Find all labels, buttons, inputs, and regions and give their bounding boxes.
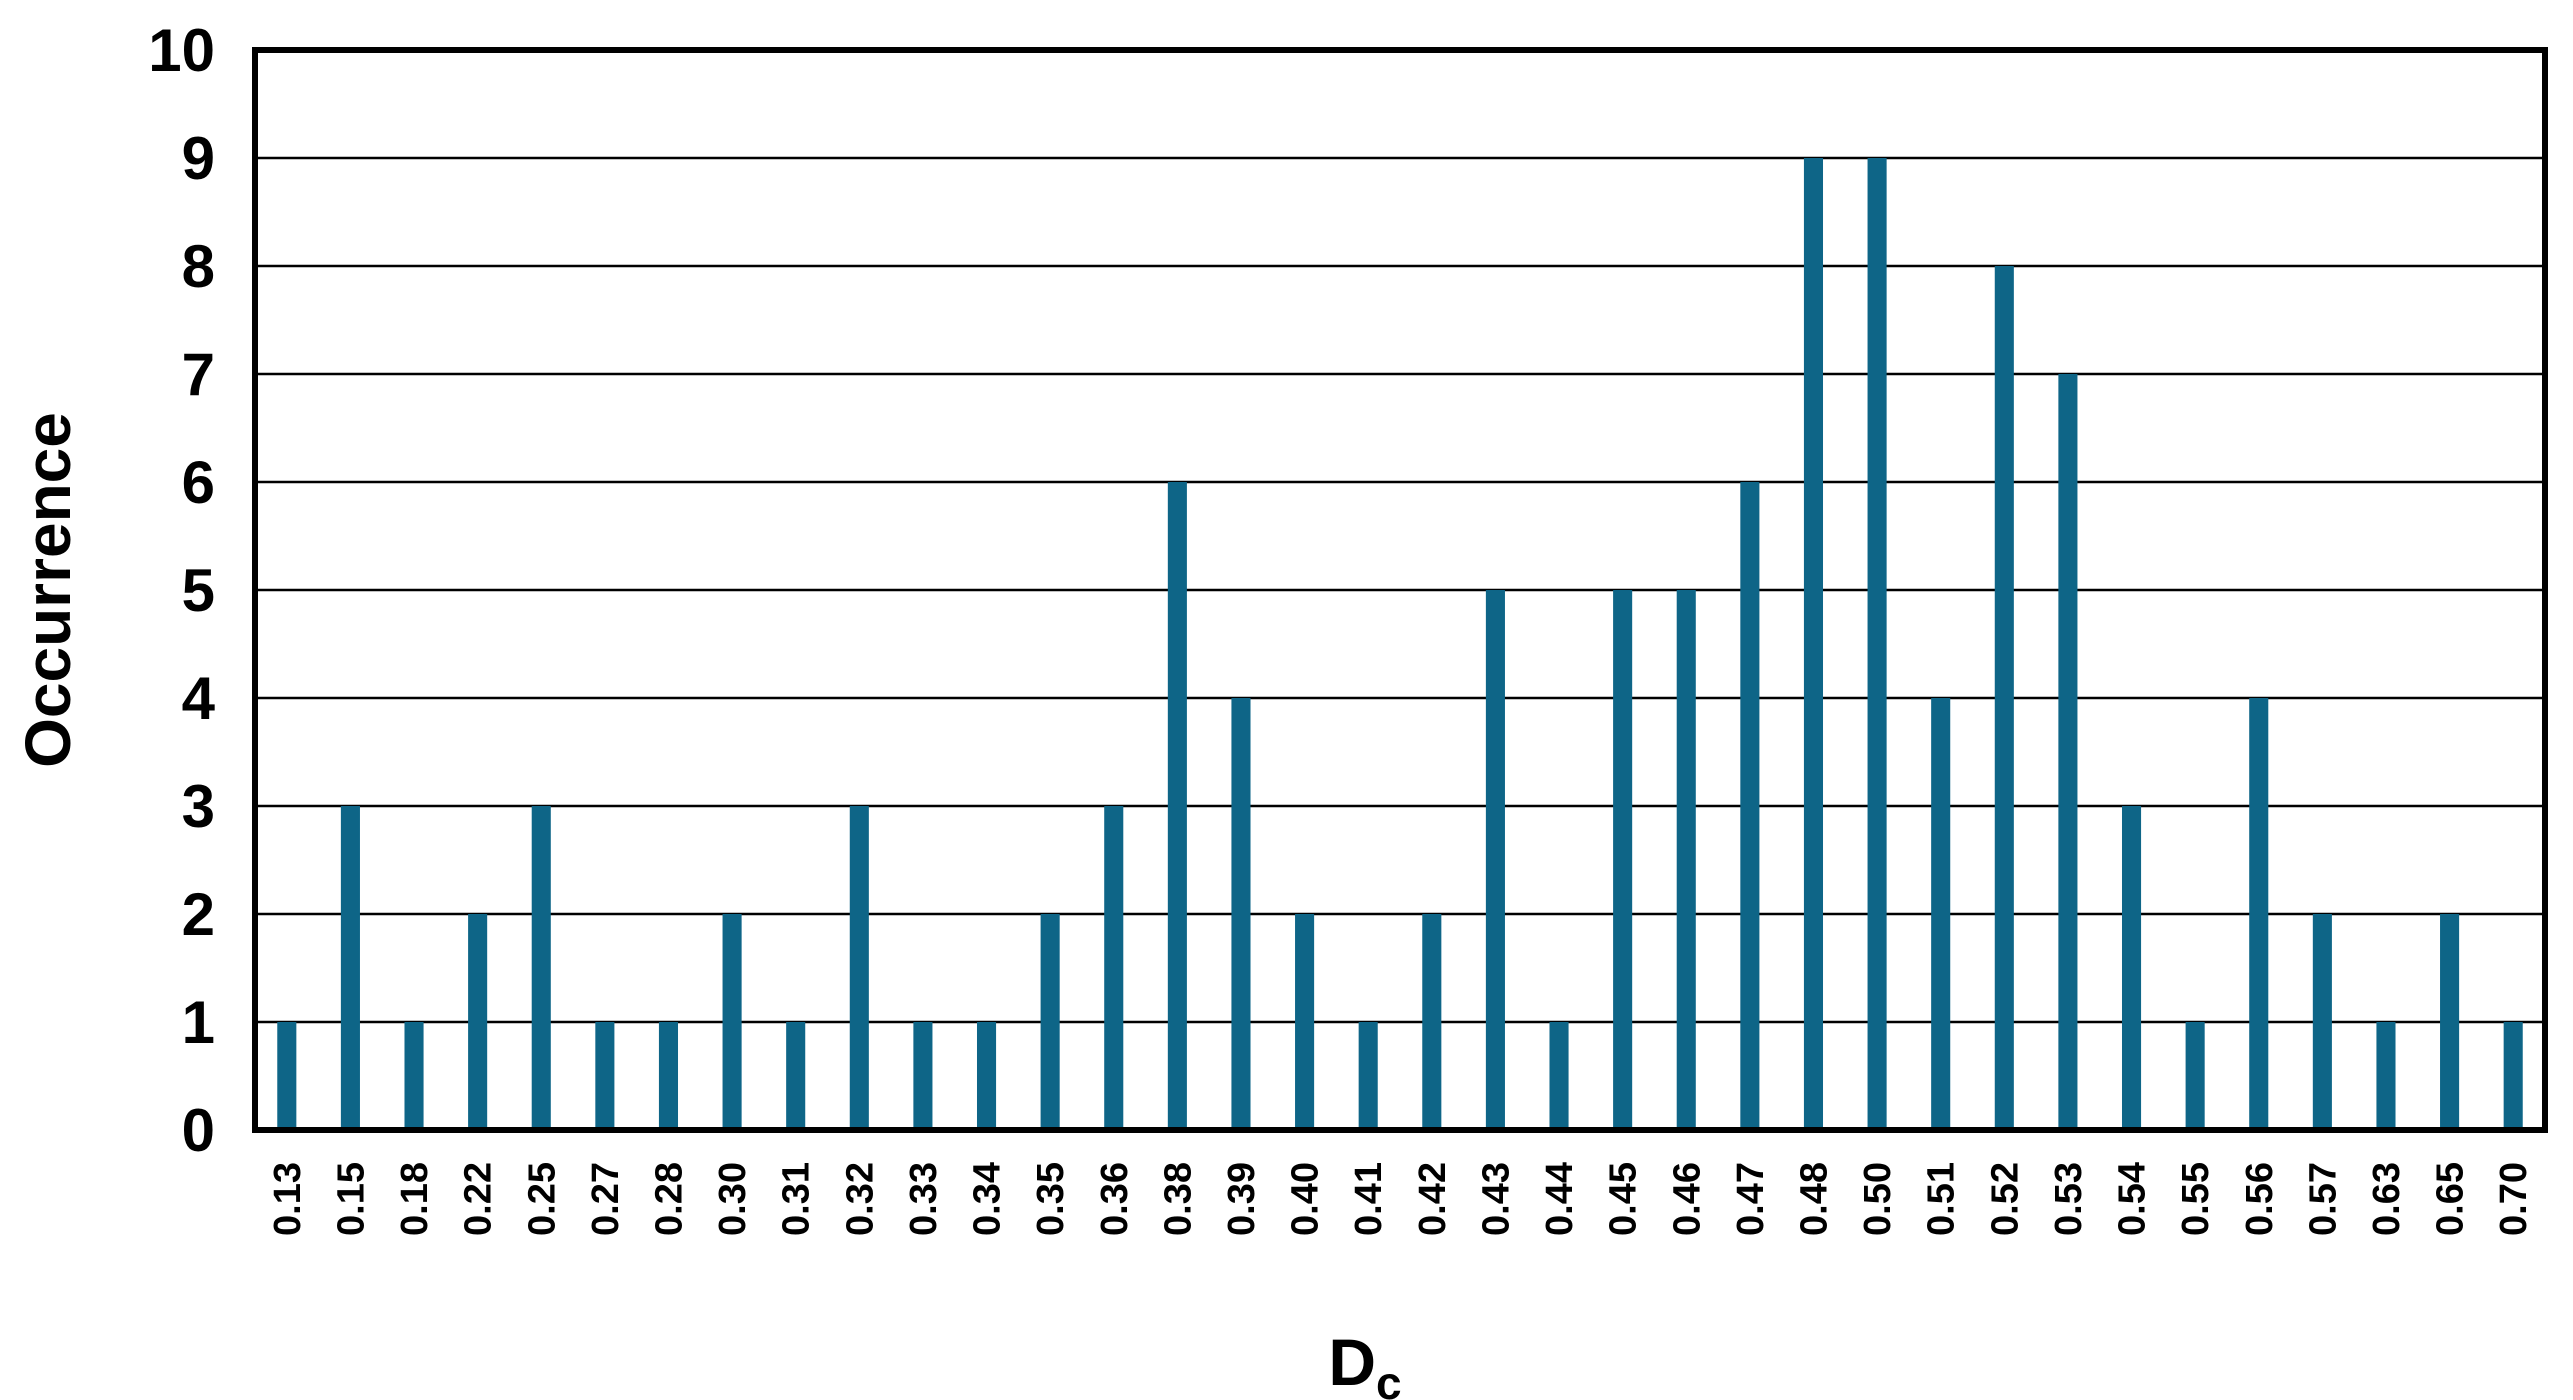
bar-0.44 bbox=[1549, 1022, 1569, 1130]
y-tick-label: 10 bbox=[148, 17, 215, 84]
bars bbox=[277, 158, 2523, 1130]
x-tick-label: 0.46 bbox=[1666, 1162, 1708, 1236]
bar-0.56 bbox=[2249, 698, 2269, 1130]
x-tick-label: 0.35 bbox=[1030, 1162, 1072, 1236]
bar-0.34 bbox=[976, 1022, 997, 1130]
x-tick-labels: 0.13 0.15 0.18 0.22 0.25 0.27 0.28 0.30 0.31 0.32… bbox=[267, 1162, 2535, 1236]
bar-0.27 bbox=[595, 1022, 615, 1130]
x-tick-label: 0.70 bbox=[2493, 1162, 2535, 1236]
x-tick-label: 0.15 bbox=[330, 1162, 372, 1236]
x-tick-label: 0.40 bbox=[1285, 1162, 1327, 1236]
bar-0.25 bbox=[531, 806, 551, 1130]
x-tick-label: 0.34 bbox=[967, 1162, 1009, 1236]
x-tick-label: 0.33 bbox=[903, 1162, 945, 1236]
gridlines bbox=[255, 156, 2545, 1024]
x-tick-label: 0.38 bbox=[1157, 1162, 1199, 1236]
x-tick-label: 0.48 bbox=[1793, 1162, 1835, 1236]
y-tick-label: 2 bbox=[182, 881, 215, 948]
x-tick-label: 0.18 bbox=[394, 1162, 436, 1236]
plot-frame bbox=[252, 47, 2548, 1133]
x-tick-label: 0.55 bbox=[2175, 1162, 2217, 1236]
x-tick-label: 0.43 bbox=[1475, 1162, 1517, 1236]
bar-0.50 bbox=[1867, 158, 1887, 1130]
x-tick-label: 0.51 bbox=[1921, 1162, 1963, 1236]
x-tick-label: 0.65 bbox=[2430, 1162, 2472, 1236]
bar-0.15 bbox=[340, 806, 360, 1130]
x-tick-label: 0.25 bbox=[521, 1162, 563, 1236]
bar-0.46 bbox=[1676, 590, 1696, 1130]
bar-0.52 bbox=[1994, 266, 2014, 1130]
x-tick-label: 0.45 bbox=[1603, 1162, 1645, 1236]
y-tick-label: 1 bbox=[182, 989, 215, 1056]
bar-0.47 bbox=[1740, 482, 1760, 1130]
x-axis-label-subscript: c bbox=[1376, 1357, 1402, 1400]
bar-0.43 bbox=[1485, 590, 1505, 1130]
bar-0.55 bbox=[2185, 1022, 2205, 1130]
bar-0.57 bbox=[2312, 914, 2332, 1130]
bar-0.53 bbox=[2058, 374, 2078, 1130]
bar-0.51 bbox=[1931, 698, 1951, 1130]
bar-0.65 bbox=[2440, 914, 2460, 1130]
bar-0.70 bbox=[2503, 1022, 2523, 1130]
y-tick-label: 4 bbox=[182, 665, 216, 732]
bar-0.39 bbox=[1231, 698, 1251, 1130]
y-tick-label: 8 bbox=[182, 233, 215, 300]
y-tick-label: 3 bbox=[182, 773, 215, 840]
y-tick-label: 9 bbox=[182, 125, 215, 192]
x-tick-label: 0.50 bbox=[1857, 1162, 1899, 1236]
y-tick-labels: 0 1 2 3 4 5 6 7 8 9 10 bbox=[148, 17, 215, 1164]
bar-0.35 bbox=[1040, 914, 1060, 1130]
x-tick-label: 0.44 bbox=[1539, 1162, 1581, 1236]
y-tick-label: 6 bbox=[182, 449, 215, 516]
bar-0.48 bbox=[1803, 158, 1824, 1130]
x-tick-label: 0.53 bbox=[2048, 1162, 2090, 1236]
bar-0.42 bbox=[1422, 914, 1442, 1130]
x-tick-label: 0.47 bbox=[1730, 1162, 1772, 1236]
x-tick-label: 0.32 bbox=[839, 1162, 881, 1236]
bar-0.32 bbox=[849, 806, 869, 1130]
bar-0.30 bbox=[722, 914, 742, 1130]
x-tick-label: 0.36 bbox=[1094, 1162, 1136, 1236]
bar-0.63 bbox=[2376, 1022, 2396, 1130]
x-axis-label-main: D bbox=[1328, 1325, 1376, 1399]
x-tick-label: 0.13 bbox=[267, 1162, 309, 1236]
x-tick-label: 0.63 bbox=[2366, 1162, 2408, 1236]
bar-0.28 bbox=[658, 1022, 679, 1130]
bar-0.38 bbox=[1167, 482, 1187, 1130]
bar-0.40 bbox=[1295, 914, 1315, 1130]
x-tick-label: 0.52 bbox=[1984, 1162, 2026, 1236]
bar-0.18 bbox=[404, 1022, 424, 1130]
bar-0.45 bbox=[1613, 590, 1633, 1130]
y-tick-label: 7 bbox=[182, 341, 215, 408]
x-tick-label: 0.42 bbox=[1412, 1162, 1454, 1236]
y-tick-label: 5 bbox=[182, 557, 215, 624]
bar-0.33 bbox=[913, 1022, 933, 1130]
x-tick-label: 0.31 bbox=[776, 1162, 818, 1236]
bar-0.22 bbox=[468, 914, 488, 1130]
x-tick-label: 0.27 bbox=[585, 1162, 627, 1236]
bar-0.41 bbox=[1358, 1022, 1378, 1130]
x-tick-label: 0.56 bbox=[2239, 1162, 2281, 1236]
x-tick-label: 0.54 bbox=[2112, 1162, 2154, 1236]
x-tick-label: 0.28 bbox=[648, 1162, 690, 1236]
x-axis-label: Dc bbox=[1328, 1325, 1401, 1400]
y-tick-label: 0 bbox=[182, 1097, 215, 1164]
x-tick-label: 0.39 bbox=[1221, 1162, 1263, 1236]
y-axis-label: Occurrence bbox=[12, 412, 84, 768]
bar-0.31 bbox=[786, 1022, 806, 1130]
x-tick-label: 0.22 bbox=[458, 1162, 500, 1236]
bar-0.13 bbox=[277, 1022, 297, 1130]
x-tick-label: 0.30 bbox=[712, 1162, 754, 1236]
x-tick-label: 0.41 bbox=[1348, 1162, 1390, 1236]
x-tick-label: 0.57 bbox=[2302, 1162, 2344, 1236]
bar-0.54 bbox=[2121, 806, 2142, 1130]
bar-0.36 bbox=[1104, 806, 1124, 1130]
